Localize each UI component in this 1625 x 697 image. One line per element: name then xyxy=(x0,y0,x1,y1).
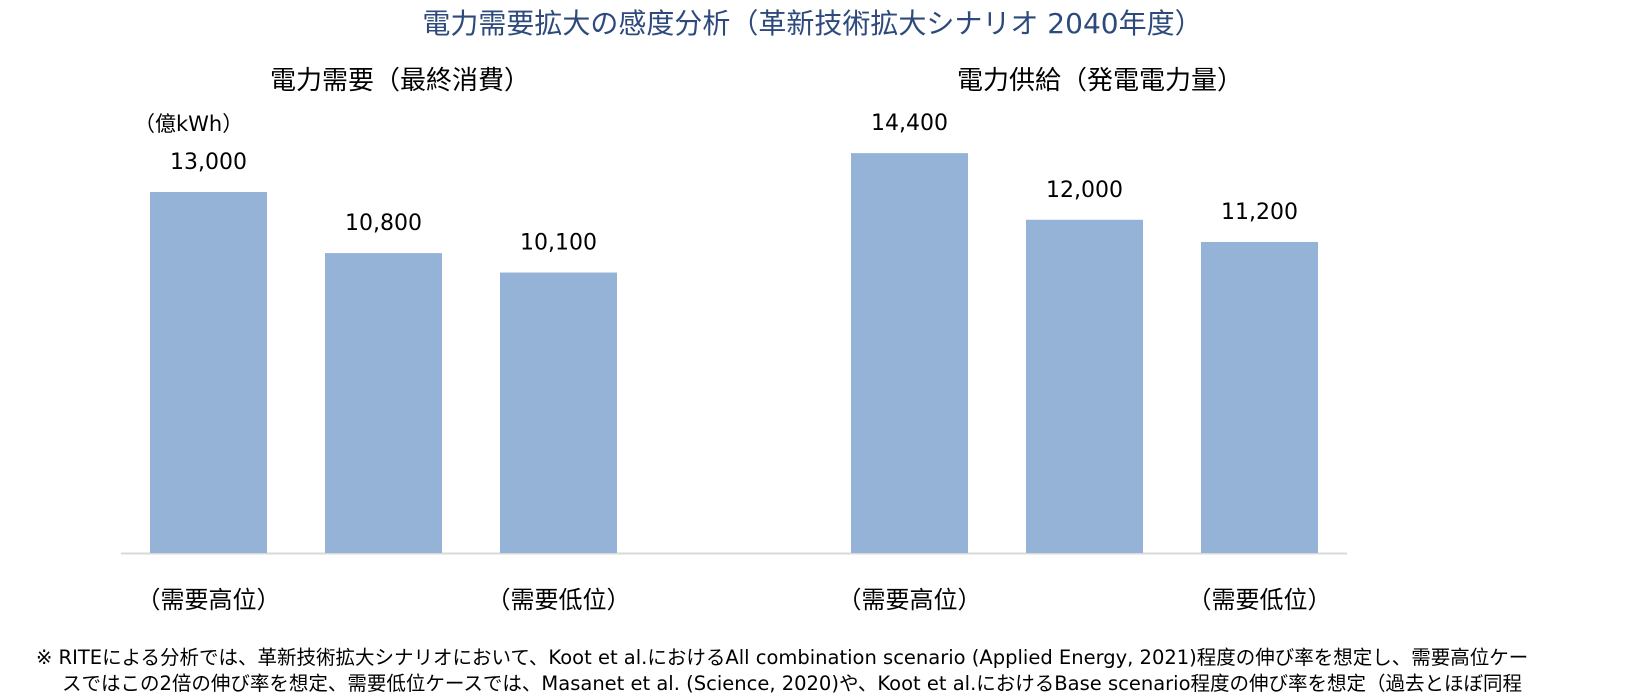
footnote-line-1: ※ RITEによる分析では、革新技術拡大シナリオにおいて、Koot et al.… xyxy=(36,646,1529,669)
footnote-line-2: スではこの2倍の伸び率を想定、需要低位ケースでは、Masanet et al. … xyxy=(62,672,1523,695)
supply-category-label-3: （需要低位） xyxy=(1188,586,1332,614)
supply-bar-3 xyxy=(1201,241,1318,553)
demand-bar-1 xyxy=(150,192,267,553)
footnote: ※ RITEによる分析では、革新技術拡大シナリオにおいて、Koot et al.… xyxy=(36,645,1596,697)
supply-value-label-1: 14,400 xyxy=(871,111,948,136)
demand-bar-3 xyxy=(500,272,617,553)
supply-bar-1 xyxy=(851,153,968,553)
supply-bar-2 xyxy=(1026,219,1143,553)
demand-value-label-3: 10,100 xyxy=(520,231,597,256)
supply-panel-title: 電力供給（発電電力量） xyxy=(956,66,1243,96)
chart-main-title: 電力需要拡大の感度分析（革新技術拡大シナリオ 2040年度） xyxy=(422,7,1203,40)
demand-panel-title: 電力需要（最終消費） xyxy=(269,66,530,96)
demand-category-label-3: （需要低位） xyxy=(487,586,631,614)
demand-category-label-1: （需要高位） xyxy=(137,586,281,614)
supply-value-label-2: 12,000 xyxy=(1046,178,1123,203)
demand-value-label-1: 13,000 xyxy=(170,150,247,175)
unit-label: （億kWh） xyxy=(134,112,244,136)
supply-category-label-1: （需要高位） xyxy=(838,586,982,614)
supply-value-label-3: 11,200 xyxy=(1221,200,1298,225)
demand-value-label-2: 10,800 xyxy=(345,211,422,236)
demand-bar-2 xyxy=(325,253,442,554)
